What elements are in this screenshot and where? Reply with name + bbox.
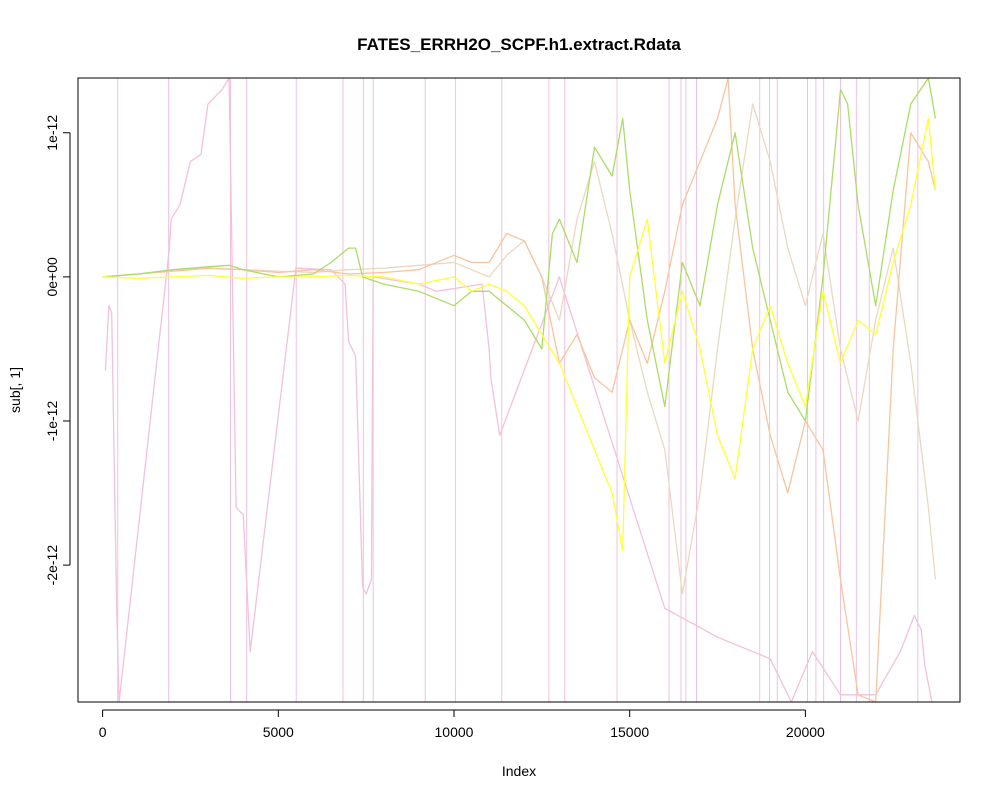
x-tick-label-4: 20000 bbox=[786, 724, 825, 740]
x-tick-label-3: 15000 bbox=[610, 724, 649, 740]
chart-title: FATES_ERRH2O_SCPF.h1.extract.Rdata bbox=[357, 35, 681, 54]
y-axis-label: sub[, 1] bbox=[7, 367, 23, 413]
y-tick-label-3: -2e-12 bbox=[44, 545, 60, 586]
vertical-lines bbox=[117, 78, 919, 702]
y-tick-label-1: 0e+00 bbox=[44, 257, 60, 297]
series-line-0 bbox=[104, 77, 933, 703]
series-line-2 bbox=[102, 77, 937, 703]
series-group bbox=[102, 77, 937, 703]
x-tick-label-2: 10000 bbox=[435, 724, 474, 740]
x-tick-label-1: 5000 bbox=[263, 724, 294, 740]
series-line-3 bbox=[102, 77, 937, 422]
y-tick-label-0: 1e-12 bbox=[44, 115, 60, 151]
series-line-4 bbox=[102, 117, 937, 552]
x-tick-label-0: 0 bbox=[99, 724, 107, 740]
x-axis: 0 5000 10000 15000 20000 bbox=[99, 709, 825, 740]
y-axis: 1e-12 0e+00 -1e-12 -2e-12 bbox=[44, 115, 71, 586]
series-line-1 bbox=[102, 103, 937, 595]
x-axis-label: Index bbox=[502, 763, 536, 779]
y-tick-label-2: -1e-12 bbox=[44, 401, 60, 442]
plot-frame bbox=[77, 77, 961, 703]
